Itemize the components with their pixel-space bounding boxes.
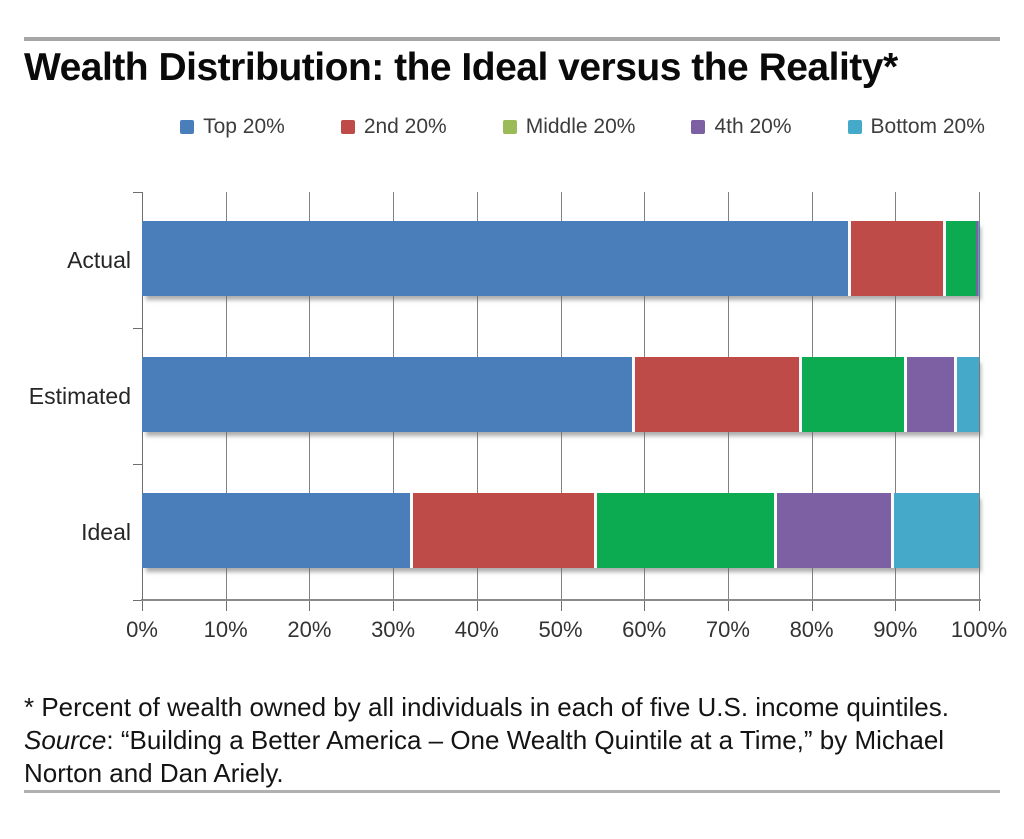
category-label: Estimated	[28, 383, 131, 409]
bar-segment-4th-20-	[975, 220, 979, 296]
legend-swatch-icon	[502, 120, 517, 134]
legend-swatch-icon	[691, 120, 706, 134]
axis-tick-label: 90%	[873, 617, 918, 642]
axis-tick	[393, 601, 395, 611]
axis-tick	[895, 601, 897, 611]
axis-tick-label: 70%	[705, 617, 750, 642]
legend: Top 20% 2nd 20% Middle 20% 4th 20% Bottom 20…	[164, 112, 1001, 142]
bar-segment-middle-20-	[593, 492, 774, 568]
bar-segment-top-20-	[142, 492, 410, 568]
footnote: * Percent of wealth owned by all individ…	[24, 691, 1016, 790]
axis-tick-label: 60%	[622, 617, 667, 642]
legend-swatch-icon	[180, 120, 195, 134]
bar-segment-bottom-20-	[891, 492, 979, 568]
axis-tick	[727, 601, 729, 611]
axis-tick	[560, 601, 562, 611]
legend-label: Top 20%	[203, 115, 285, 138]
axis-tick-label: 20%	[287, 617, 332, 642]
category-label: Actual	[67, 247, 131, 273]
gridline	[979, 192, 980, 600]
category-label: Ideal	[81, 519, 131, 545]
axis-tick	[133, 600, 142, 601]
bar-segment-top-20-	[142, 220, 849, 296]
chart-area: 0% 10% 20% 30% 40% 50% 60% 70% 80% 90% 100% Actual E…	[29, 192, 1007, 642]
legend-label: Bottom 20%	[870, 115, 985, 138]
bar-segment-4th-20-	[773, 492, 892, 568]
axis-tick	[133, 192, 142, 193]
legend-item: Bottom 20%	[847, 115, 985, 139]
bar-row	[142, 492, 979, 568]
top-divider	[24, 37, 1000, 41]
bar-segment-4th-20-	[903, 356, 954, 432]
footnote-line: Norton and Dan Ariely.	[24, 758, 284, 788]
axis-tick	[979, 601, 980, 611]
axis-tick	[142, 601, 143, 611]
footnote-source-line: Source: “Building a Better America – One…	[24, 724, 1016, 757]
axis-tick-label: 100%	[950, 617, 1008, 642]
bar-segment-2nd-20-	[631, 356, 800, 432]
axis-tick-label: 80%	[789, 617, 834, 642]
axis-tick-label: 0%	[126, 617, 158, 642]
axis-tick	[133, 328, 142, 329]
legend-label: Middle 20%	[525, 115, 636, 138]
axis-tick	[644, 601, 646, 611]
page-title: Wealth Distribution: the Ideal versus th…	[24, 46, 898, 89]
axis-tick	[476, 601, 478, 611]
bar-segment-middle-20-	[943, 220, 976, 296]
bar-segment-bottom-20-	[978, 220, 979, 296]
legend-item: Middle 20%	[502, 115, 636, 139]
axis-tick	[133, 464, 142, 465]
legend-item: 2nd 20%	[340, 115, 447, 139]
axis-tick	[309, 601, 311, 611]
bar-row	[142, 356, 979, 432]
bar-segment-middle-20-	[799, 356, 904, 432]
bar-segment-2nd-20-	[409, 492, 594, 568]
axis-tick	[811, 601, 813, 611]
legend-label: 2nd 20%	[363, 115, 447, 138]
legend-item: 4th 20%	[691, 115, 792, 139]
bar-segment-bottom-20-	[953, 356, 979, 432]
axis-tick	[225, 601, 227, 611]
axis-tick-label: 40%	[454, 617, 499, 642]
bottom-divider	[24, 790, 1000, 793]
bar-row	[142, 220, 979, 296]
bar-segment-top-20-	[142, 356, 632, 432]
footnote-source-label: Source	[24, 725, 107, 755]
axis-tick-label: 10%	[203, 617, 248, 642]
legend-swatch-icon	[847, 120, 862, 134]
legend-item: Top 20%	[180, 115, 285, 139]
axis-tick-label: 50%	[538, 617, 583, 642]
bar-segment-2nd-20-	[848, 220, 943, 296]
footnote-line: * Percent of wealth owned by all individ…	[24, 692, 949, 722]
axis-tick-label: 30%	[371, 617, 416, 642]
legend-swatch-icon	[340, 120, 355, 134]
footnote-source-text: : “Building a Better America – One Wealt…	[106, 725, 945, 755]
plot-area: 0% 10% 20% 30% 40% 50% 60% 70% 80% 90% 100% Actual E…	[29, 192, 1007, 642]
legend-label: 4th 20%	[714, 115, 792, 138]
